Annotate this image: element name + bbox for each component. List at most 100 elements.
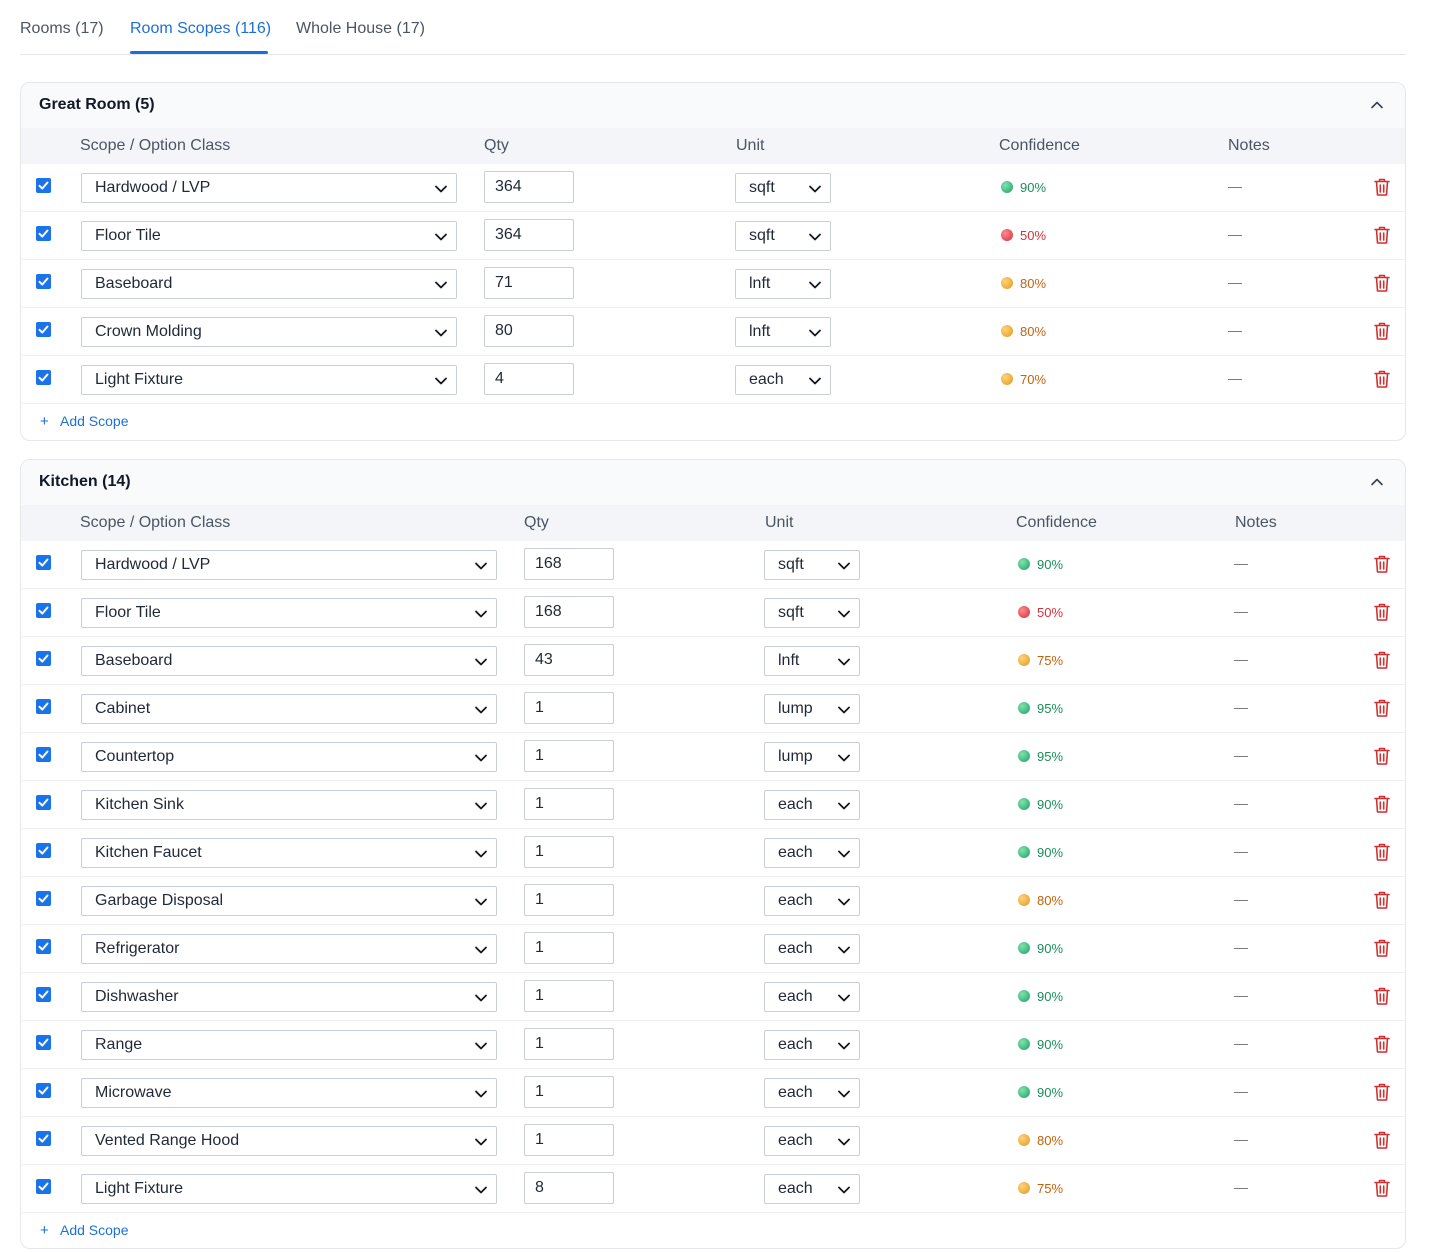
tab-whole-house[interactable]: Whole House (17) (296, 20, 425, 37)
tab-rooms[interactable]: Rooms (17) (20, 20, 104, 37)
scope-select[interactable]: Baseboard (81, 646, 497, 676)
unit-select[interactable]: each (764, 934, 860, 964)
trash-icon[interactable] (1373, 842, 1391, 862)
qty-input[interactable]: 364 (484, 219, 574, 251)
unit-select[interactable]: each (764, 1126, 860, 1156)
unit-select[interactable]: lump (764, 742, 860, 772)
row-checkbox[interactable] (36, 555, 51, 570)
scope-select[interactable]: Floor Tile (81, 598, 497, 628)
row-checkbox[interactable] (36, 939, 51, 954)
row-checkbox[interactable] (36, 1083, 51, 1098)
qty-input[interactable]: 1 (524, 980, 614, 1012)
qty-input[interactable]: 71 (484, 267, 574, 299)
scope-select[interactable]: Crown Molding (81, 317, 457, 347)
qty-input[interactable]: 43 (524, 644, 614, 676)
row-checkbox[interactable] (36, 747, 51, 762)
scope-select[interactable]: Light Fixture (81, 365, 457, 395)
row-checkbox[interactable] (36, 226, 51, 241)
qty-input[interactable]: 1 (524, 1028, 614, 1060)
qty-input[interactable]: 1 (524, 836, 614, 868)
unit-select[interactable]: sqft (735, 221, 831, 251)
trash-icon[interactable] (1373, 650, 1391, 670)
row-checkbox[interactable] (36, 274, 51, 289)
qty-input[interactable]: 1 (524, 788, 614, 820)
unit-select[interactable]: each (764, 838, 860, 868)
scope-select[interactable]: Hardwood / LVP (81, 550, 497, 580)
scope-select[interactable]: Microwave (81, 1078, 497, 1108)
row-checkbox[interactable] (36, 651, 51, 666)
chevron-up-icon[interactable] (1369, 97, 1385, 113)
trash-icon[interactable] (1373, 794, 1391, 814)
trash-icon[interactable] (1373, 1034, 1391, 1054)
trash-icon[interactable] (1373, 986, 1391, 1006)
trash-icon[interactable] (1373, 1178, 1391, 1198)
scope-select[interactable]: Light Fixture (81, 1174, 497, 1204)
row-checkbox[interactable] (36, 178, 51, 193)
trash-icon[interactable] (1373, 938, 1391, 958)
trash-icon[interactable] (1373, 1082, 1391, 1102)
scope-select[interactable]: Refrigerator (81, 934, 497, 964)
trash-icon[interactable] (1373, 698, 1391, 718)
scope-select[interactable]: Range (81, 1030, 497, 1060)
scope-select[interactable]: Countertop (81, 742, 497, 772)
unit-select[interactable]: sqft (764, 598, 860, 628)
qty-input[interactable]: 364 (484, 171, 574, 203)
row-checkbox[interactable] (36, 699, 51, 714)
qty-input[interactable]: 168 (524, 548, 614, 580)
scope-select[interactable]: Cabinet (81, 694, 497, 724)
scope-select[interactable]: Kitchen Sink (81, 790, 497, 820)
tab-room-scopes[interactable]: Room Scopes (116) (130, 20, 272, 37)
qty-input[interactable]: 80 (484, 315, 574, 347)
qty-input[interactable]: 1 (524, 1076, 614, 1108)
room-card-header[interactable]: Great Room (5) (21, 83, 1405, 128)
unit-select[interactable]: lump (764, 694, 860, 724)
unit-select[interactable]: lnft (735, 269, 831, 299)
row-checkbox[interactable] (36, 370, 51, 385)
qty-input[interactable]: 1 (524, 884, 614, 916)
qty-input[interactable]: 1 (524, 932, 614, 964)
unit-select[interactable]: lnft (764, 646, 860, 676)
row-checkbox[interactable] (36, 1179, 51, 1194)
unit-select[interactable]: each (764, 1174, 860, 1204)
row-checkbox[interactable] (36, 322, 51, 337)
trash-icon[interactable] (1373, 602, 1391, 622)
unit-select[interactable]: each (764, 1078, 860, 1108)
unit-select[interactable]: each (764, 886, 860, 916)
scope-select[interactable]: Dishwasher (81, 982, 497, 1012)
row-checkbox[interactable] (36, 1131, 51, 1146)
unit-select[interactable]: sqft (764, 550, 860, 580)
room-card-header[interactable]: Kitchen (14) (21, 460, 1405, 505)
unit-select[interactable]: lnft (735, 317, 831, 347)
row-checkbox[interactable] (36, 987, 51, 1002)
trash-icon[interactable] (1373, 225, 1391, 245)
row-checkbox[interactable] (36, 795, 51, 810)
row-checkbox[interactable] (36, 843, 51, 858)
scope-select[interactable]: Baseboard (81, 269, 457, 299)
add-scope-button[interactable]: + Add Scope (40, 1222, 129, 1239)
row-checkbox[interactable] (36, 1035, 51, 1050)
row-checkbox[interactable] (36, 891, 51, 906)
row-checkbox[interactable] (36, 603, 51, 618)
add-scope-button[interactable]: + Add Scope (40, 413, 129, 430)
trash-icon[interactable] (1373, 1130, 1391, 1150)
qty-input[interactable]: 1 (524, 692, 614, 724)
unit-select[interactable]: each (735, 365, 831, 395)
chevron-up-icon[interactable] (1369, 474, 1385, 490)
qty-input[interactable]: 1 (524, 1124, 614, 1156)
scope-select[interactable]: Kitchen Faucet (81, 838, 497, 868)
qty-input[interactable]: 8 (524, 1172, 614, 1204)
unit-select[interactable]: sqft (735, 173, 831, 203)
trash-icon[interactable] (1373, 890, 1391, 910)
scope-select[interactable]: Floor Tile (81, 221, 457, 251)
trash-icon[interactable] (1373, 746, 1391, 766)
unit-select[interactable]: each (764, 790, 860, 820)
trash-icon[interactable] (1373, 177, 1391, 197)
trash-icon[interactable] (1373, 273, 1391, 293)
unit-select[interactable]: each (764, 982, 860, 1012)
trash-icon[interactable] (1373, 554, 1391, 574)
qty-input[interactable]: 1 (524, 740, 614, 772)
scope-select[interactable]: Hardwood / LVP (81, 173, 457, 203)
qty-input[interactable]: 4 (484, 363, 574, 395)
scope-select[interactable]: Garbage Disposal (81, 886, 497, 916)
trash-icon[interactable] (1373, 369, 1391, 389)
